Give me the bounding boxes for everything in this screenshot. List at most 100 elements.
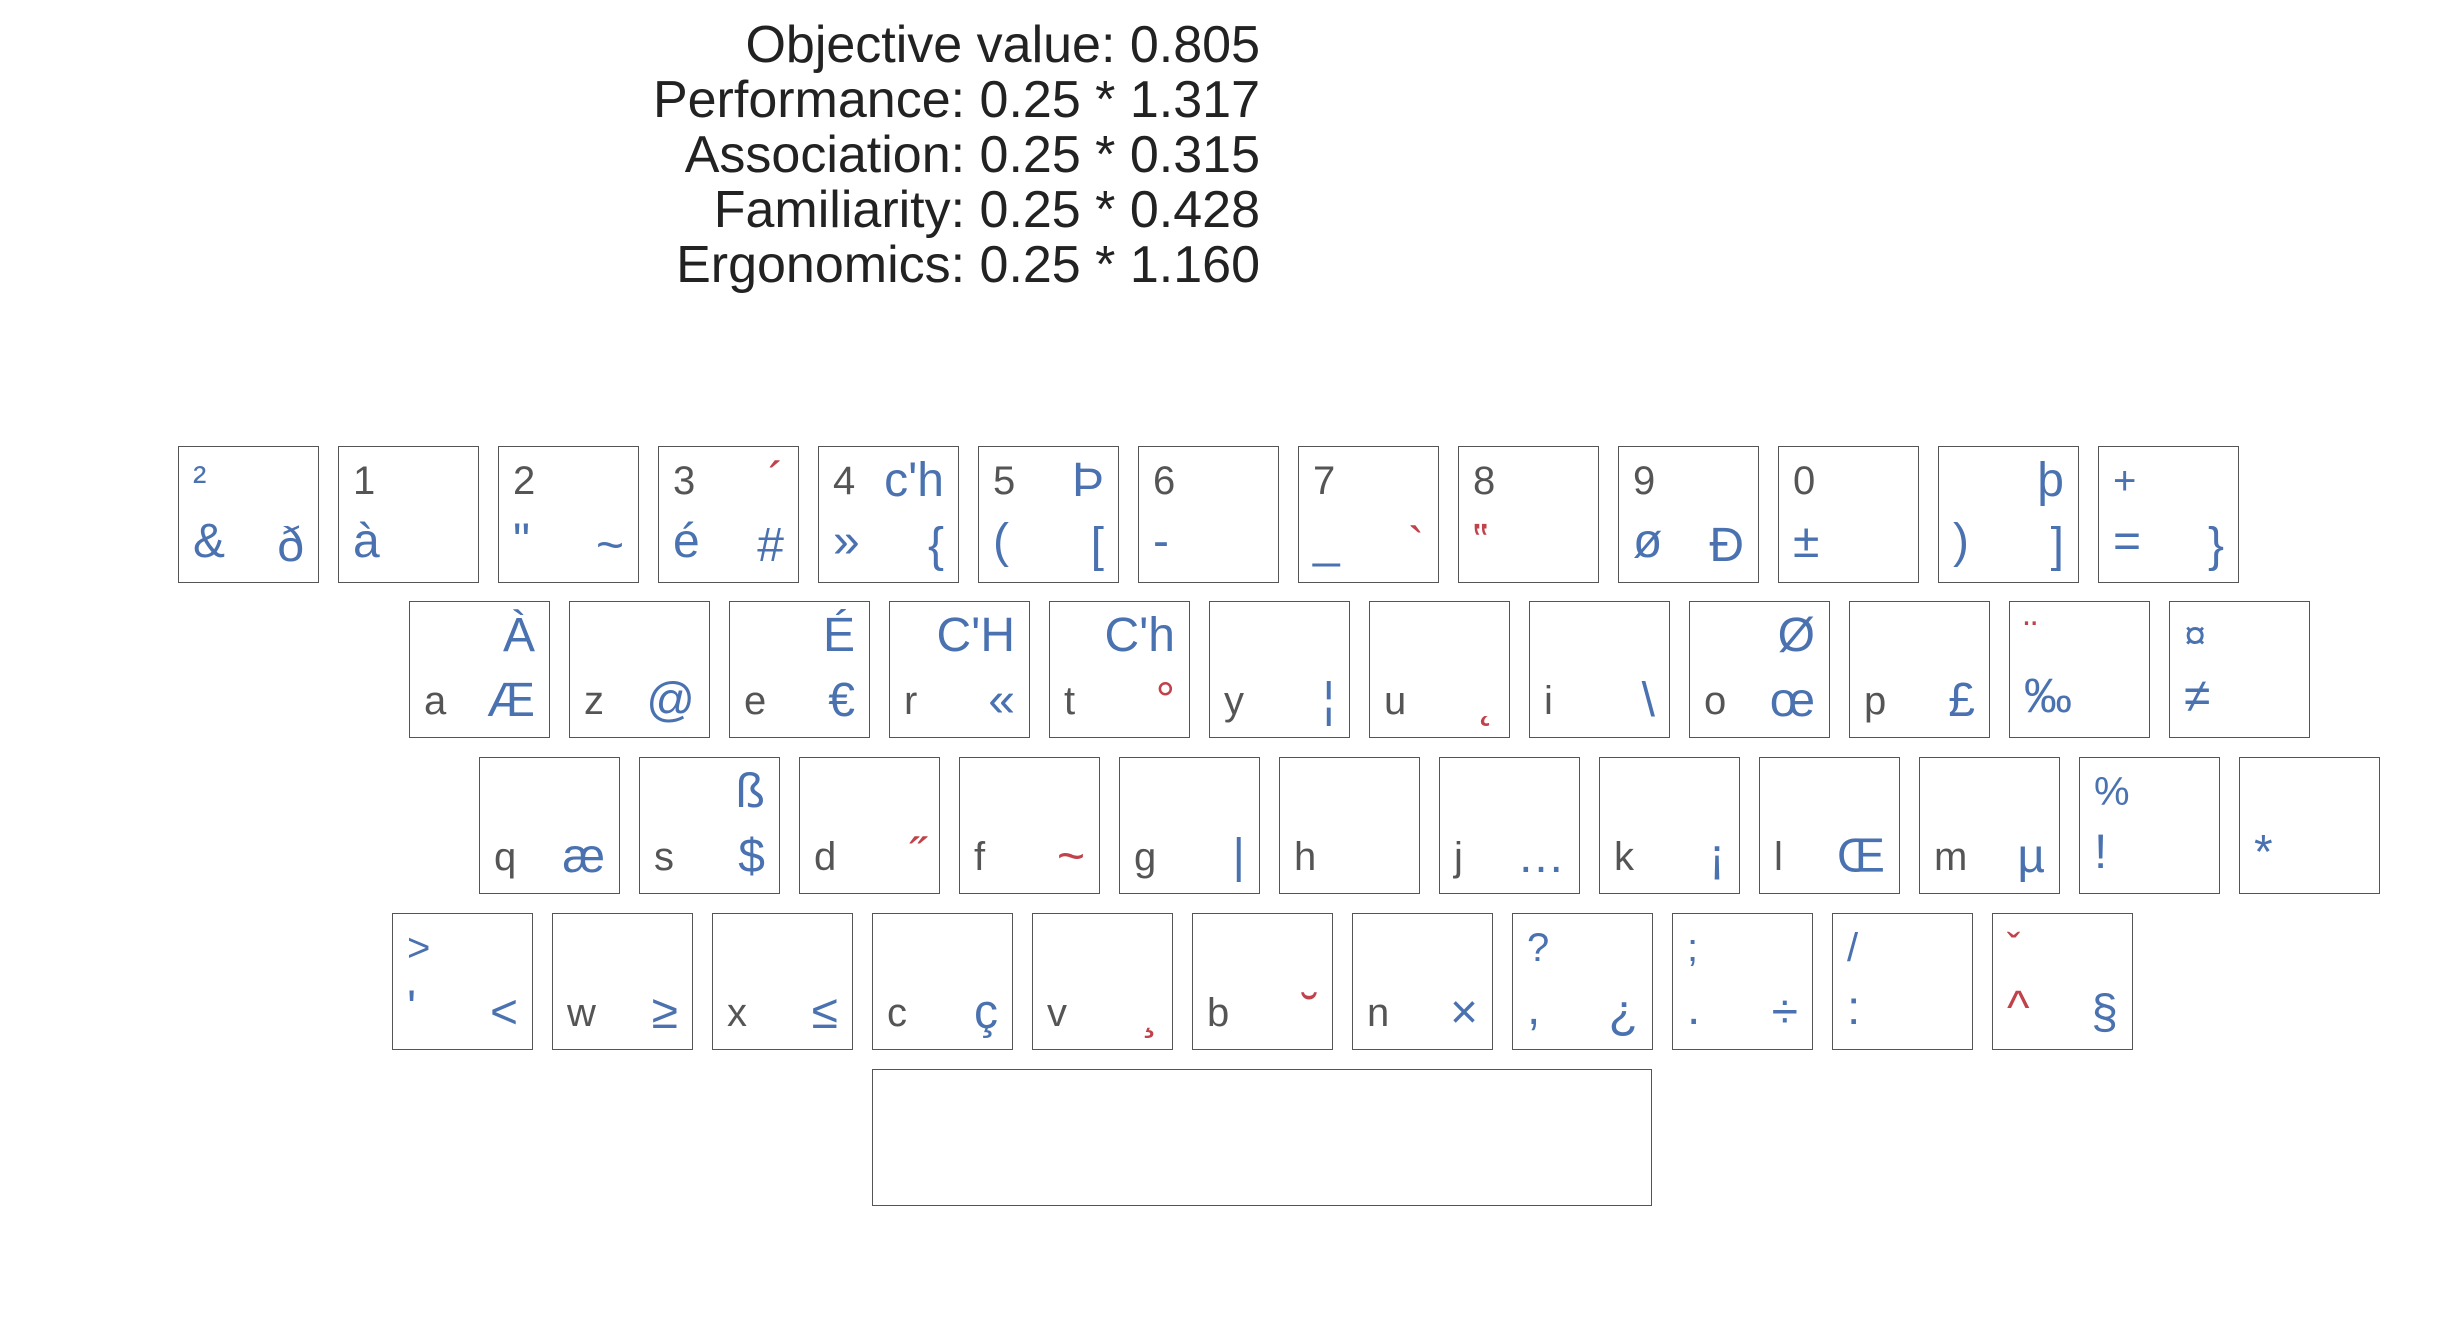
key-glyph: " <box>513 515 531 568</box>
key-glyph: ≥ <box>651 986 678 1039</box>
key-glyph: þ <box>2037 454 2064 507</box>
key-glyph: b <box>1207 991 1230 1035</box>
keyboard-key: i \ <box>1529 601 1670 738</box>
key-glyph: ˝ <box>909 830 925 883</box>
key-glyph: o <box>1704 679 1727 723</box>
key-glyph: l <box>1774 835 1783 879</box>
keyboard-key: ;. ÷ <box>1672 913 1813 1050</box>
key-glyph: p <box>1864 679 1887 723</box>
key-glyph: a <box>424 679 447 723</box>
key-glyph: / <box>1847 926 1859 970</box>
keyboard-key: v ¸ <box>1032 913 1173 1050</box>
key-glyph: 1 <box>353 459 376 503</box>
key-glyph: ‟ <box>1473 515 1489 568</box>
key-glyph: C'h <box>1104 609 1175 662</box>
performance-score: Performance: 0.25 * 1.317 <box>652 71 1260 129</box>
key-glyph: 2 <box>513 459 536 503</box>
key-glyph: - <box>1153 515 1169 568</box>
keyboard-key: u ˛ <box>1369 601 1510 738</box>
key-glyph: t <box>1064 679 1076 723</box>
key-glyph: \ <box>1641 674 1655 727</box>
keyboard-key: x ≤ <box>712 913 853 1050</box>
key-glyph: 3 <box>673 459 696 503</box>
key-glyph: ¿ <box>1608 986 1638 1039</box>
keyboard-key: 7 _ ` <box>1298 446 1439 583</box>
keyboard-key: ˇ ^ § <box>1992 913 2133 1050</box>
key-glyph: Ø <box>1777 609 1815 662</box>
key-glyph: ˘ <box>1302 986 1318 1039</box>
key-glyph: ˇ <box>2007 926 2021 970</box>
key-glyph: ( <box>993 515 1009 568</box>
key-glyph: @ <box>646 674 695 727</box>
score-summary: Objective value: 0.805 Performance: 0.25… <box>653 18 1260 293</box>
key-glyph: 0 <box>1793 459 1816 503</box>
key-glyph: ¨ <box>2024 614 2038 658</box>
keyboard-key: > ' < <box>392 913 533 1050</box>
keyboard-key: d ˝ <box>799 757 940 894</box>
key-glyph: h <box>1294 835 1317 879</box>
key-glyph: ± <box>1793 515 1820 568</box>
key-glyph: ¤ <box>2184 614 2207 658</box>
keyboard-key: /: <box>1832 913 1973 1050</box>
key-glyph: m <box>1934 835 1968 879</box>
keyboard-key: ² & ð <box>178 446 319 583</box>
keyboard-key: %! <box>2079 757 2220 894</box>
objective-value: Objective value: 0.805 <box>745 16 1260 74</box>
key-glyph: ¸ <box>1142 986 1158 1039</box>
key-glyph: 6 <box>1153 459 1176 503</box>
key-glyph: _ <box>1313 515 1340 568</box>
key-glyph: w <box>567 991 596 1035</box>
keyboard-key: 2 " ~ <box>498 446 639 583</box>
key-glyph: » <box>833 515 860 568</box>
key-glyph: æ <box>562 830 605 883</box>
key-glyph: . <box>1687 982 1701 1035</box>
key-glyph: × <box>1449 986 1478 1039</box>
key-glyph: j <box>1454 835 1463 879</box>
key-glyph: ø <box>1633 515 1663 568</box>
key-glyph: | <box>1232 830 1245 883</box>
space-key <box>872 1069 1652 1206</box>
keyboard-key: 8 ‟ <box>1458 446 1599 583</box>
key-glyph: ~ <box>595 519 624 572</box>
key-glyph: & <box>193 515 226 568</box>
key-glyph: 5 <box>993 459 1016 503</box>
key-glyph: ð <box>277 519 304 572</box>
key-glyph: # <box>757 519 784 572</box>
keyboard-key: g | <box>1119 757 1260 894</box>
association-score: Association: 0.25 * 0.315 <box>684 126 1260 184</box>
key-glyph: + <box>2113 459 2137 503</box>
key-glyph: ~ <box>1056 830 1085 883</box>
key-glyph: n <box>1367 991 1390 1035</box>
keyboard-key: ¨ ‰ <box>2009 601 2150 738</box>
key-glyph: ] <box>2050 519 2064 572</box>
key-glyph: ² <box>193 459 207 503</box>
key-glyph: v <box>1047 991 1067 1035</box>
key-glyph: k <box>1614 835 1634 879</box>
keyboard-key: h <box>1279 757 1420 894</box>
key-glyph: { <box>927 519 944 572</box>
key-glyph: 4 <box>833 459 856 503</box>
key-glyph: £ <box>1948 674 1975 727</box>
key-glyph: f <box>974 835 986 879</box>
key-glyph: … <box>1517 830 1565 883</box>
key-glyph: € <box>828 674 855 727</box>
key-glyph: s <box>654 835 674 879</box>
keyboard-key: ?, ¿ <box>1512 913 1653 1050</box>
key-glyph: c'h <box>884 454 944 507</box>
key-glyph: § <box>2091 986 2118 1039</box>
keyboard-key: 0 ± <box>1778 446 1919 583</box>
key-glyph: ` <box>1408 519 1424 572</box>
key-glyph: C'H <box>936 609 1016 662</box>
familiarity-score: Familiarity: 0.25 * 0.428 <box>713 181 1260 239</box>
key-glyph: ‰ <box>2024 670 2072 723</box>
key-glyph: % <box>2094 770 2130 814</box>
keyboard-key: b ˘ <box>1192 913 1333 1050</box>
key-glyph: ˛ <box>1479 674 1495 727</box>
key-glyph: = <box>2113 515 2142 568</box>
